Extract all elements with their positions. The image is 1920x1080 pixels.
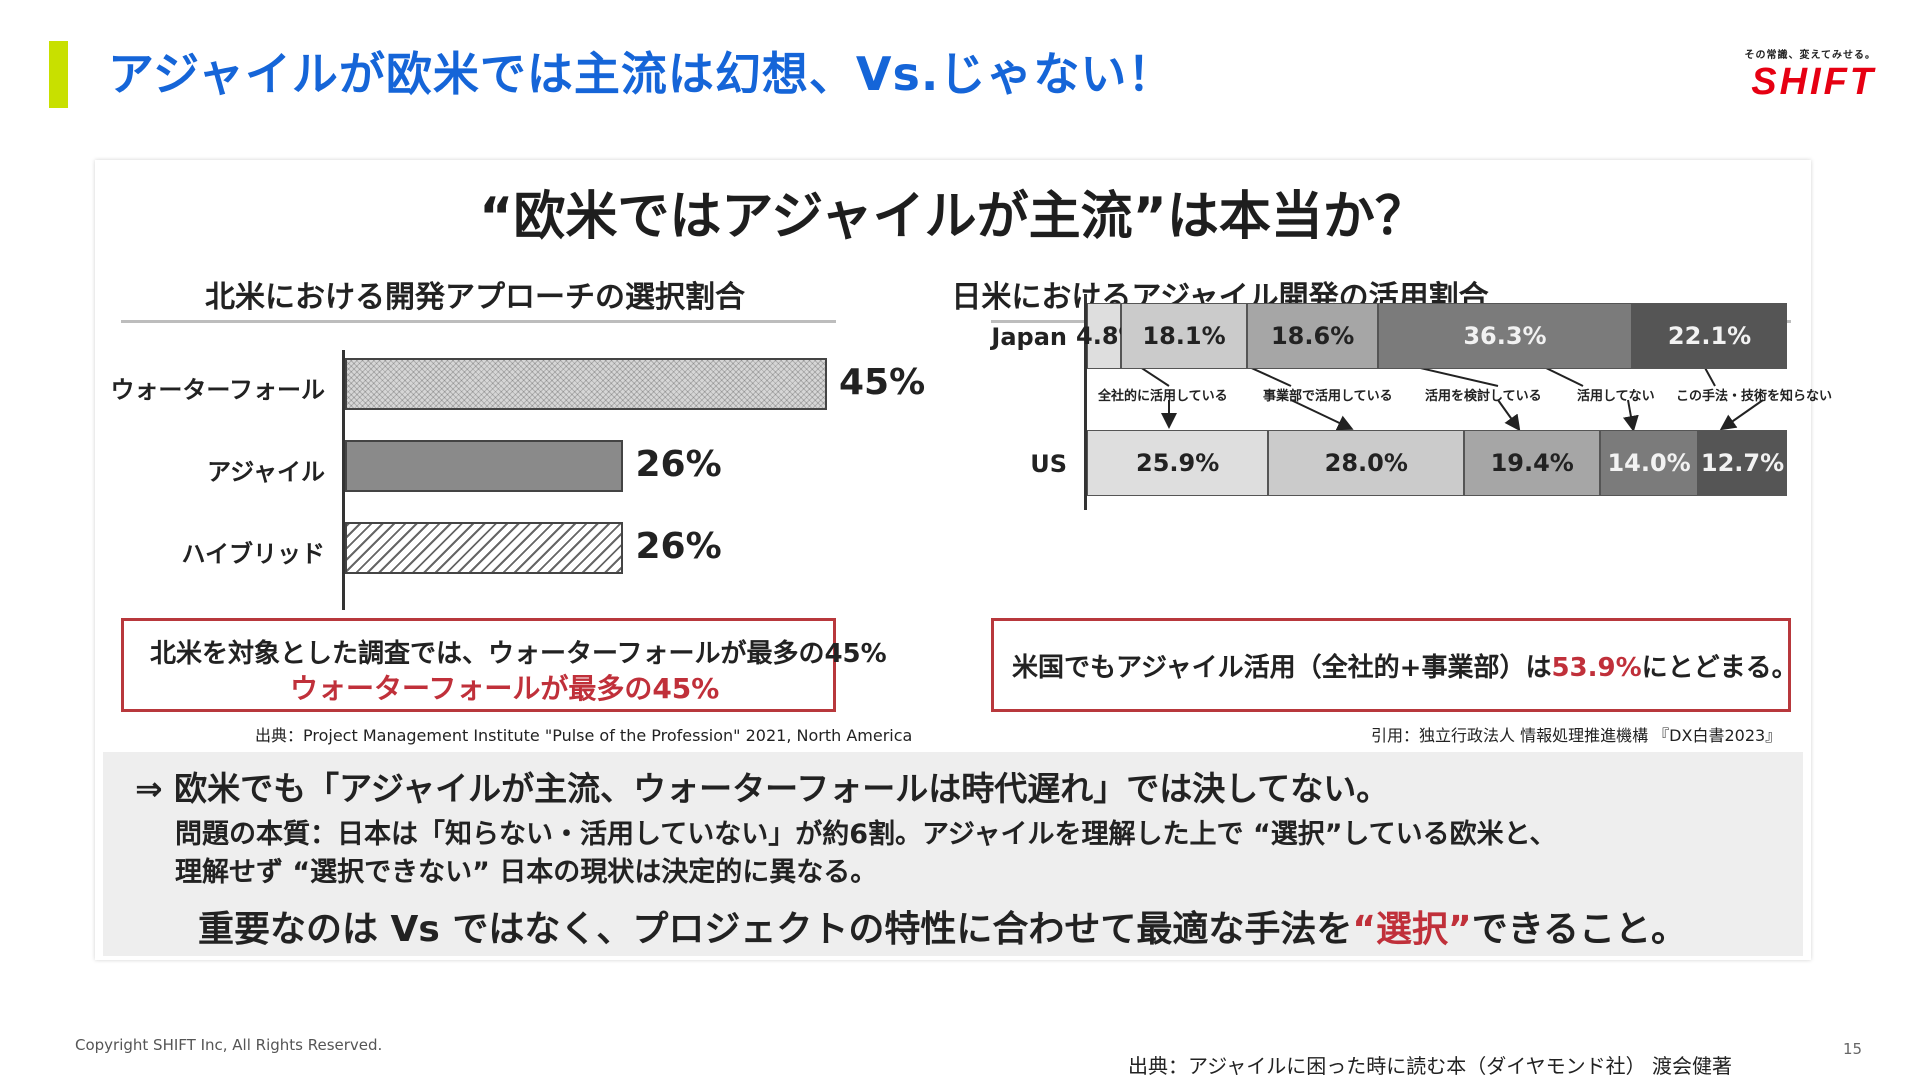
conclusion-line4-before: 重要なのは Vs ではなく、プロジェクトの特性に合わせて最適な手法を <box>198 909 1353 950</box>
right-segment-label: 25.9% <box>1136 449 1220 477</box>
left-chart-axis <box>342 350 345 610</box>
right-callout: 米国でもアジャイル活用（全社的+事業部）は53.9%にとどまる。 <box>991 618 1798 712</box>
left-source: 出典：Project Management Institute "Pulse o… <box>255 726 913 745</box>
conclusion-line4: 重要なのは Vs ではなく、プロジェクトの特性に合わせて最適な手法を“選択”でき… <box>198 900 1687 952</box>
left-chart-title: 北米における開発アプローチの選択割合 <box>205 280 745 315</box>
conclusion-line3: 理解せず “選択できない” 日本の現状は決定的に異なる。 <box>175 857 878 888</box>
left-bar <box>345 440 624 492</box>
right-stacked-segment: 28.0% <box>1268 430 1465 496</box>
right-segment-label: 22.1% <box>1667 322 1752 350</box>
conclusion-line1: ⇒ 欧米でも「アジャイルが主流、ウォーターフォールは時代遅れ」では決してない。 <box>135 769 1390 808</box>
left-bar-label: ハイブリッド <box>181 540 325 568</box>
right-segment-label: 19.4% <box>1490 449 1574 477</box>
conclusion-line4-highlight: “選択” <box>1352 909 1472 950</box>
left-callout: 北米を対象とした調査では、ウォーターフォールが最多の45% ウォーターフォールが… <box>121 618 887 712</box>
right-stacked-segment: 4.8% <box>1076 303 1143 369</box>
panel-title: “欧米ではアジャイルが主流”は本当か？ <box>479 187 1427 247</box>
page-number: 15 <box>1843 1040 1863 1058</box>
legend-note-3: 活用を検討している <box>1425 389 1542 404</box>
right-row-label: US <box>1030 450 1067 478</box>
left-bar <box>345 522 624 574</box>
right-stacked-segment: 19.4% <box>1464 430 1601 496</box>
right-segment-label: 18.1% <box>1142 322 1226 350</box>
left-bar-label: ウォーターフォール <box>110 376 325 404</box>
right-segment-label: 36.3% <box>1463 322 1547 350</box>
legend-note-4: 活用してない <box>1577 389 1655 404</box>
right-callout-highlight: 53.9% <box>1551 653 1642 683</box>
arrow-to-us-seg5 <box>1719 399 1764 431</box>
left-bar-value: 26% <box>635 526 722 567</box>
right-stacked-segment: 22.1% <box>1632 303 1787 369</box>
shift-logo: その常識、変えてみせる。 SHIFT <box>1690 46 1876 103</box>
right-callout-text: 米国でもアジャイル活用（全社的+事業部）は53.9%にとどまる。 <box>1012 647 1798 684</box>
legend-note-5: この手法・技術を知らない <box>1676 389 1833 404</box>
arrow-to-us-seg4 <box>1623 399 1639 432</box>
arrow-to-us-seg2 <box>1290 399 1354 431</box>
right-chart-axis <box>1084 294 1087 510</box>
right-stacked-segment: 36.3% <box>1377 303 1633 369</box>
copyright: Copyright SHIFT Inc, All Rights Reserved… <box>75 1036 383 1054</box>
right-callout-after: にとどまる。 <box>1641 653 1798 683</box>
right-segment-label: 12.7% <box>1700 449 1785 477</box>
arrow-to-us-seg3 <box>1497 399 1521 432</box>
right-row-label: Japan <box>991 323 1067 351</box>
left-bar-value: 26% <box>635 444 722 485</box>
conclusion-line2: 問題の本質：日本は「知らない・活用していない」が約6割。アジャイルを理解した上で… <box>175 819 1557 850</box>
footer-source: 出典：アジャイルに困った時に読む本（ダイヤモンド社） 渡会健著 <box>1128 1054 1732 1078</box>
right-callout-before: 米国でもアジャイル活用（全社的+事業部）は <box>1012 653 1552 683</box>
conclusion-box: ⇒ 欧米でも「アジャイルが主流、ウォーターフォールは時代遅れ」では決してない。 … <box>103 752 1803 956</box>
right-segment-label: 28.0% <box>1324 449 1408 477</box>
right-stacked-segment: 18.1% <box>1120 303 1248 369</box>
logo-tagline: その常識、変えてみせる。 <box>1744 50 1876 61</box>
right-stacked-segment: 14.0% <box>1600 430 1699 496</box>
left-callout-line2: ウォーターフォールが最多の45% <box>290 672 720 705</box>
right-segment-label: 14.0% <box>1607 449 1691 477</box>
title-accent-bar <box>49 41 68 108</box>
left-bar-label: アジャイル <box>207 458 325 486</box>
right-stacked-segment: 25.9% <box>1087 430 1269 496</box>
right-segment-label: 18.6% <box>1270 322 1355 350</box>
legend-note-2: 事業部で活用している <box>1263 389 1393 404</box>
figure-panel: “欧米ではアジャイルが主流”は本当か？ 北米における開発アプローチの選択割合 北… <box>95 160 1832 960</box>
left-bar <box>345 358 827 410</box>
legend-note-1: 全社的に活用している <box>1098 389 1228 404</box>
slide-title: アジャイルが欧米では主流は幻想、Vs.じゃない！ <box>108 47 1175 101</box>
left-bar-value: 45% <box>839 362 926 403</box>
right-source: 引用：独立行政法人 情報処理推進機構 『DX白書2023』 <box>1371 726 1782 745</box>
logo-name: SHIFT <box>1751 61 1876 103</box>
left-callout-line1: 北米を対象とした調査では、ウォーターフォールが最多の45% <box>150 639 887 669</box>
right-stacked-segment: 12.7% <box>1698 430 1787 496</box>
conclusion-line4-after: できること。 <box>1471 909 1687 950</box>
left-title-rule <box>121 320 836 323</box>
right-stacked-segment: 18.6% <box>1247 303 1378 369</box>
